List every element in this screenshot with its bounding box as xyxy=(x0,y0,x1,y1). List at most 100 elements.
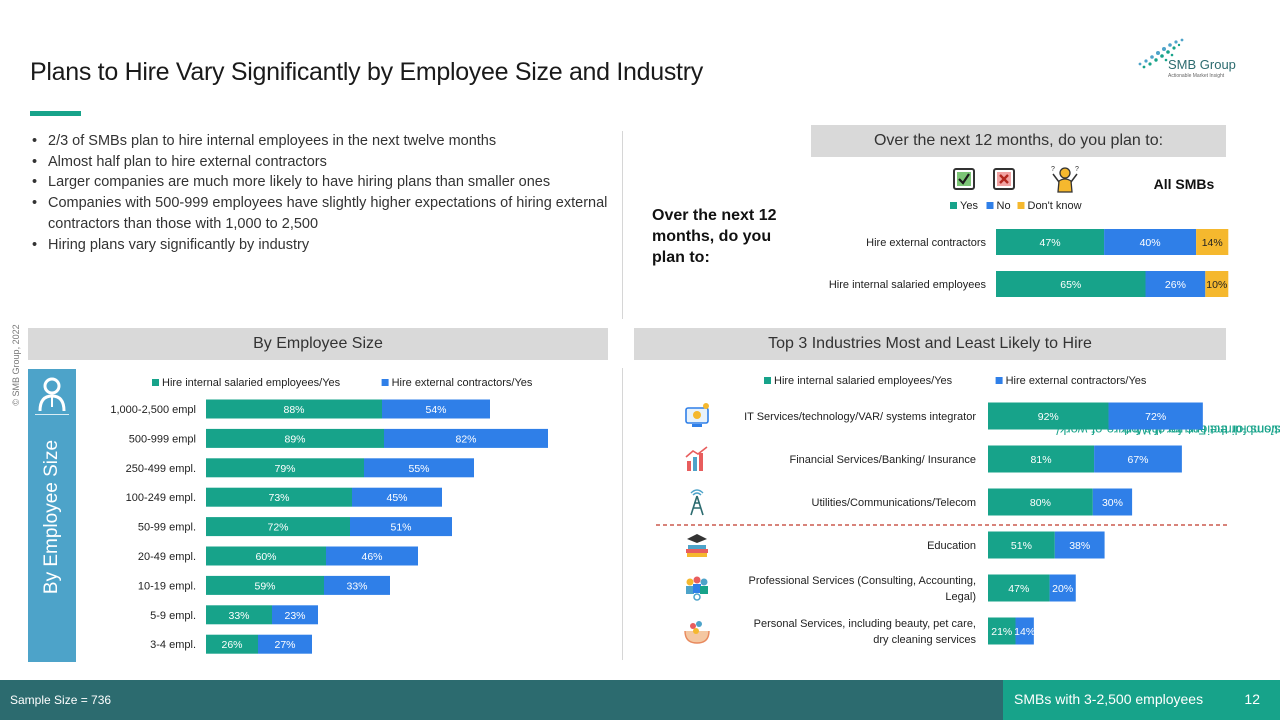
bar-hire-external-contractors-yes xyxy=(364,458,474,478)
legend-swatch xyxy=(986,202,994,209)
category-label: 50-99 empl. xyxy=(138,522,196,534)
category-label: IT Services/technology/VAR/ systems inte… xyxy=(744,411,976,423)
bar-hire-internal-salaried-employees-yes xyxy=(206,634,258,654)
professional-services-icon xyxy=(686,576,708,601)
data-label: 89% xyxy=(284,433,305,445)
legend-swatch xyxy=(950,202,957,209)
bar-hire-internal-salaried-employees-yes xyxy=(206,399,382,419)
data-label: 51% xyxy=(1011,540,1032,552)
segment-label: SMBs with 3-2,500 employees xyxy=(1014,691,1204,707)
data-label: 80% xyxy=(1030,497,1051,509)
data-label: 46% xyxy=(361,551,382,563)
bar-yes xyxy=(996,271,1146,297)
dont-know-person-icon: ?? xyxy=(1050,164,1080,194)
bar-hire-external-contractors-yes xyxy=(272,605,318,625)
data-label: 14% xyxy=(1014,626,1035,638)
bar-hire-external-contractors-yes xyxy=(1094,445,1182,473)
bar-hire-internal-salaried-employees-yes xyxy=(206,428,384,448)
sample-size: Sample Size = 736 xyxy=(10,693,112,707)
financial-services-icon xyxy=(685,446,708,471)
data-label: 59% xyxy=(254,580,275,592)
telecom-tower-icon xyxy=(690,489,704,516)
bar-hire-internal-salaried-employees-yes xyxy=(206,546,326,566)
legend-label: Hire internal salaried employees/Yes xyxy=(774,375,953,387)
copyright-note: © SMB Group, 2022 xyxy=(11,324,21,406)
no-checkbox-icon xyxy=(993,168,1015,190)
legend-swatch xyxy=(152,379,159,386)
data-label: 47% xyxy=(1008,583,1029,595)
category-label: Financial Services/Banking/ Insurance xyxy=(790,454,976,466)
data-label: 26% xyxy=(221,639,242,651)
category-label: 500-999 empl xyxy=(129,433,196,445)
category-label: Education xyxy=(927,540,976,552)
bullet-item: Larger companies are much more likely to… xyxy=(30,172,610,193)
data-label: 33% xyxy=(346,580,367,592)
data-label: 65% xyxy=(1060,279,1081,291)
data-label: 82% xyxy=(455,433,476,445)
data-label: 45% xyxy=(386,492,407,504)
category-label: 100-249 empl. xyxy=(126,492,196,504)
category-label: 5-9 empl. xyxy=(150,610,196,622)
person-icon xyxy=(35,375,69,415)
page-number: 12 xyxy=(1244,691,1260,707)
yes-checkbox-icon xyxy=(953,168,975,190)
category-label: 250-499 empl. xyxy=(126,463,196,475)
bar-yes xyxy=(996,229,1105,255)
bar-hire-internal-salaried-employees-yes xyxy=(206,605,272,625)
bar-hire-internal-salaried-employees-yes xyxy=(988,402,1109,430)
bullet-item: Companies with 500-999 employees have sl… xyxy=(30,193,610,234)
legend-swatch xyxy=(764,377,771,384)
data-label: 40% xyxy=(1140,237,1161,249)
data-label: 72% xyxy=(267,522,288,534)
legend-label: Hire internal salaried employees/Yes xyxy=(162,377,341,389)
bullet-item: Hiring plans vary significantly by indus… xyxy=(30,235,610,256)
legend-label: Don't know xyxy=(1028,200,1082,212)
data-label: 79% xyxy=(274,463,295,475)
bar-no xyxy=(1145,271,1206,297)
bar-hire-internal-salaried-employees-yes xyxy=(988,574,1050,602)
source-note: Source: SMB Directions for the Future of… xyxy=(1052,422,1280,438)
logo-name: SMB Group xyxy=(1168,57,1236,72)
all-smbs-chart: Yes No Don't know Hire external contractors… xyxy=(829,200,1229,297)
data-label: 55% xyxy=(408,463,429,475)
data-label: 26% xyxy=(1165,279,1186,291)
data-label: 81% xyxy=(1031,454,1052,466)
bar-hire-external-contractors-yes xyxy=(1092,488,1133,516)
data-label: 27% xyxy=(274,639,295,651)
data-label: 51% xyxy=(390,522,411,534)
title-accent-bar xyxy=(30,111,81,116)
data-label: 73% xyxy=(268,492,289,504)
smb-group-logo: SMB Group Actionable Market Insight xyxy=(1132,36,1252,80)
size-panel-header: By Employee Size xyxy=(28,328,608,360)
bar-hire-internal-salaried-employees-yes xyxy=(988,445,1095,473)
logo-tagline: Actionable Market Insight xyxy=(1168,73,1225,79)
bullet-item: 2/3 of SMBs plan to hire internal employ… xyxy=(30,131,610,152)
bar-hire-external-contractors-yes xyxy=(1054,531,1105,559)
bar-don-t-know xyxy=(1196,229,1229,255)
data-label: 72% xyxy=(1145,411,1166,423)
category-label: Personal Services, including beauty, pet… xyxy=(754,618,976,630)
key-findings-list: 2/3 of SMBs plan to hire internal employ… xyxy=(30,131,610,255)
bottom-divider xyxy=(622,368,623,660)
it-services-icon xyxy=(685,403,709,427)
category-label: Legal) xyxy=(945,591,976,603)
legend-label: Hire external contractors/Yes xyxy=(392,377,533,389)
industry-chart: Hire internal salaried employees/Yes Hire… xyxy=(656,375,1228,646)
data-label: 23% xyxy=(284,610,305,622)
legend-swatch xyxy=(995,377,1003,384)
category-label: Hire external contractors xyxy=(866,237,986,249)
category-label: 20-49 empl. xyxy=(138,551,196,563)
data-label: 88% xyxy=(283,404,304,416)
employee-size-chart: Hire internal salaried employees/Yes Hire… xyxy=(110,377,548,654)
personal-services-icon xyxy=(684,621,710,644)
category-label: Utilities/Communications/Telecom xyxy=(812,497,976,509)
data-label: 92% xyxy=(1038,411,1059,423)
legend-label: Hire external contractors/Yes xyxy=(1006,375,1147,387)
bar-hire-external-contractors-yes xyxy=(1015,617,1034,645)
bar-hire-internal-salaried-employees-yes xyxy=(206,575,324,595)
data-label: 67% xyxy=(1127,454,1148,466)
bar-hire-external-contractors-yes xyxy=(1049,574,1076,602)
big-question: Over the next 12 months, do you plan to: xyxy=(652,207,777,266)
bar-hire-internal-salaried-employees-yes xyxy=(988,617,1016,645)
svg-text:?: ? xyxy=(1051,166,1055,173)
